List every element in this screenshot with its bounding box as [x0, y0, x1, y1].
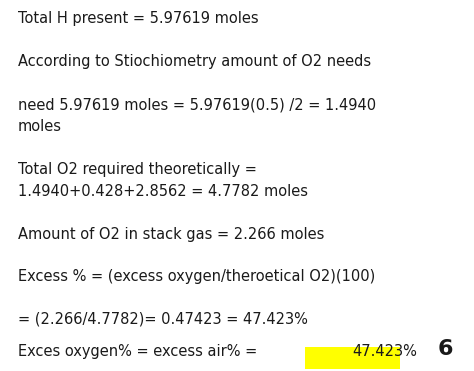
Bar	[305, 347, 400, 369]
Text: need 5.97619 moles = 5.97619(0.5) /2 = 1.4940: need 5.97619 moles = 5.97619(0.5) /2 = 1…	[18, 97, 376, 112]
Text: Total O2 required theoretically =: Total O2 required theoretically =	[18, 162, 257, 177]
Text: According to Stiochiometry amount of O2 needs: According to Stiochiometry amount of O2 …	[18, 54, 371, 69]
Text: = (2.266/4.7782)= 0.47423 = 47.423%: = (2.266/4.7782)= 0.47423 = 47.423%	[18, 311, 308, 326]
Text: 47.423%: 47.423%	[352, 344, 417, 359]
Text: 6: 6	[437, 339, 453, 359]
Text: Exces oxygen% = excess air% =: Exces oxygen% = excess air% =	[18, 344, 262, 359]
Text: Amount of O2 in stack gas = 2.266 moles: Amount of O2 in stack gas = 2.266 moles	[18, 227, 324, 242]
Text: 1.4940+0.428+2.8562 = 4.7782 moles: 1.4940+0.428+2.8562 = 4.7782 moles	[18, 184, 308, 199]
Text: Total H present = 5.97619 moles: Total H present = 5.97619 moles	[18, 11, 259, 26]
Text: Excess % = (excess oxygen/theroetical O2)(100): Excess % = (excess oxygen/theroetical O2…	[18, 269, 375, 284]
Text: moles: moles	[18, 119, 62, 134]
